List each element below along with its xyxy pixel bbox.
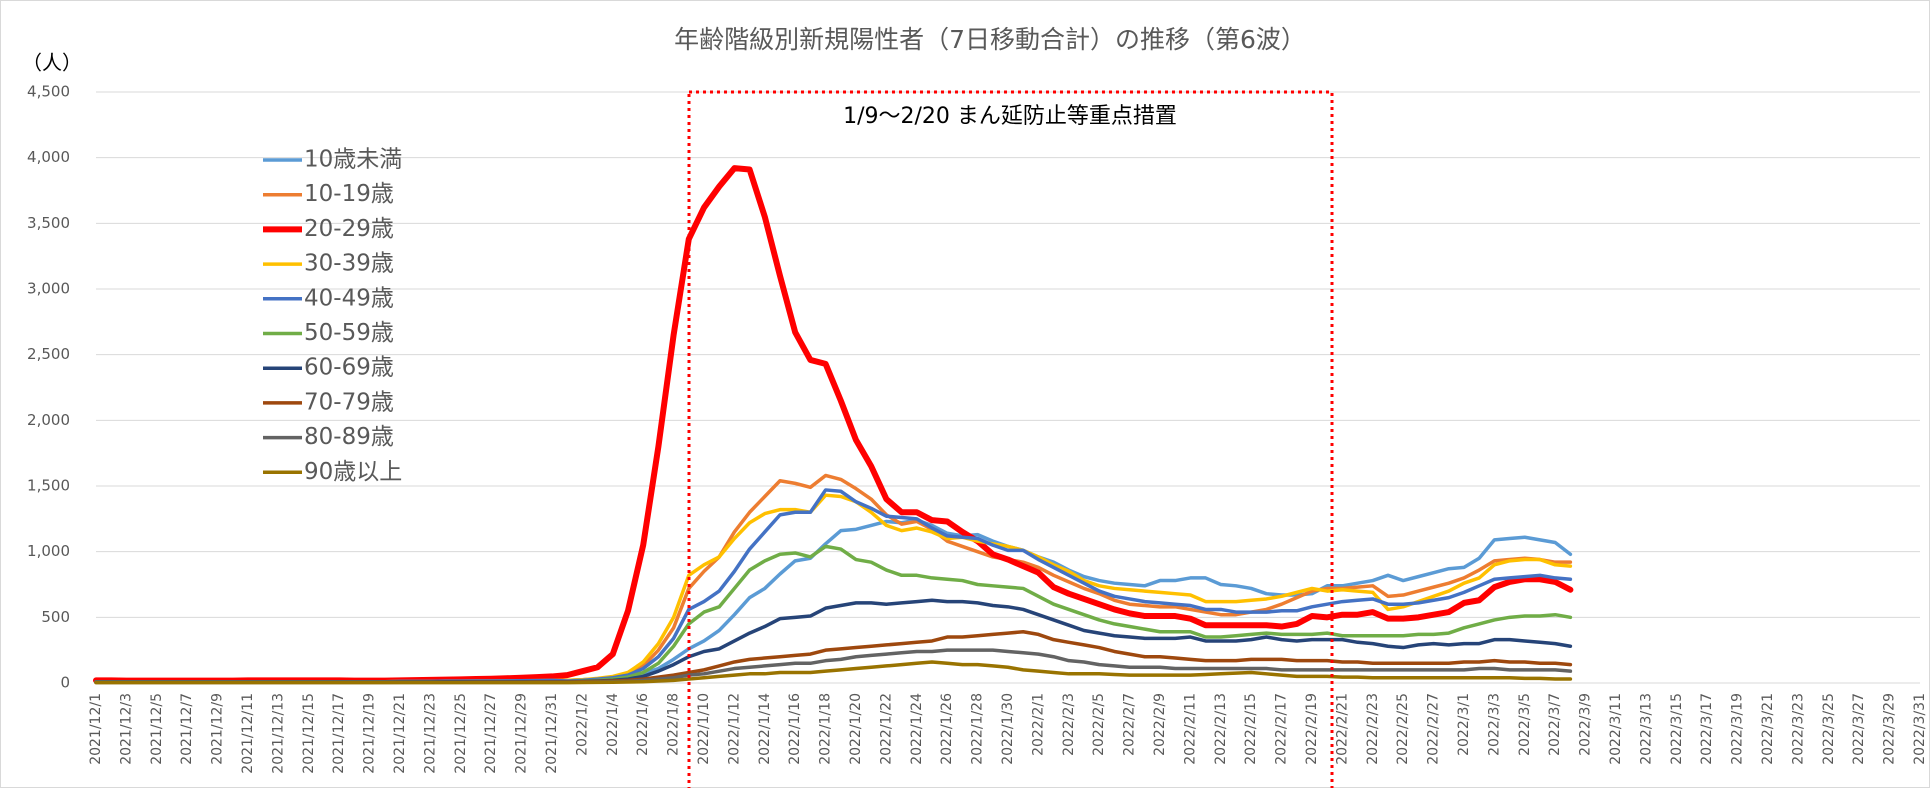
legend-label: 40-49歳: [304, 285, 394, 311]
x-tick-label: 2022/3/29: [1882, 693, 1898, 765]
annotation: 1/9～2/20 まん延防止等重点措置: [843, 104, 1177, 129]
x-tick-label: 2022/2/5: [1091, 693, 1107, 756]
x-tick-label: 2022/3/25: [1821, 693, 1837, 765]
x-tick-label: 2021/12/29: [514, 693, 530, 774]
x-tick-label: 2021/12/5: [149, 693, 165, 765]
x-tick-label: 2022/2/25: [1395, 693, 1411, 765]
x-tick-label: 2021/12/25: [453, 693, 469, 774]
x-tick-label: 2022/1/4: [605, 693, 621, 756]
y-tick-label: 2,500: [27, 345, 70, 363]
x-tick-label: 2022/3/23: [1790, 693, 1806, 765]
x-tick-label: 2022/2/1: [1030, 693, 1046, 756]
y-tick-label: 2,000: [27, 411, 70, 429]
x-tick-label: 2021/12/15: [301, 693, 317, 774]
x-tick-label: 2022/1/30: [1000, 693, 1016, 765]
x-tick-label: 2022/2/3: [1061, 693, 1077, 756]
x-tick-label: 2022/1/24: [909, 693, 925, 765]
x-tick-label: 2022/2/11: [1182, 693, 1198, 765]
x-tick-label: 2022/1/18: [818, 693, 834, 765]
x-tick-label: 2022/3/27: [1851, 693, 1867, 765]
y-tick-label: 4,500: [27, 83, 70, 101]
x-tick-label: 2022/1/12: [726, 693, 742, 765]
x-tick-label: 2021/12/7: [179, 693, 195, 765]
y-tick-label: 500: [41, 608, 70, 626]
x-tick-label: 2022/3/31: [1912, 693, 1928, 765]
x-tick-label: 2022/3/19: [1730, 693, 1746, 765]
x-tick-label: 2022/3/17: [1699, 693, 1715, 765]
series-line: [94, 660, 1573, 685]
x-tick-label: 2022/3/9: [1578, 693, 1594, 756]
x-tick-label: 2022/1/22: [878, 693, 894, 765]
x-tick-label: 2021/12/17: [331, 693, 347, 774]
x-tick-label: 2022/2/7: [1122, 693, 1138, 756]
x-tick-label: 2022/2/9: [1152, 693, 1168, 756]
legend-label: 80-89歳: [304, 424, 394, 450]
x-tick-label: 2022/3/7: [1547, 693, 1563, 756]
x-tick-label: 2022/1/2: [574, 693, 590, 756]
x-tick-label: 2022/1/20: [848, 693, 864, 765]
x-tick-label: 2022/1/16: [787, 693, 803, 765]
x-tick-label: 2022/3/3: [1486, 693, 1502, 756]
y-tick-label: 3,500: [27, 214, 70, 232]
y-tick-label: 4,000: [27, 148, 70, 166]
x-tick-label: 2022/3/5: [1517, 693, 1533, 756]
x-tick-label: 2022/3/21: [1760, 693, 1776, 765]
x-tick-label: 2021/12/1: [88, 693, 104, 765]
x-tick-label: 2021/12/3: [118, 693, 134, 765]
legend-label: 50-59歳: [304, 320, 394, 346]
chart-title: 年齢階級別新規陽性者（7日移動合計）の推移（第6波）: [674, 25, 1306, 54]
x-tick-label: 2022/3/1: [1456, 693, 1472, 756]
x-tick-label: 2022/1/26: [939, 693, 955, 765]
x-tick-label: 2022/2/13: [1213, 693, 1229, 765]
x-tick-label: 2021/12/27: [483, 693, 499, 774]
x-tick-label: 2022/2/21: [1334, 693, 1350, 765]
y-tick-label: 1,000: [27, 542, 70, 560]
x-tick-label: 2022/1/8: [666, 693, 682, 756]
legend-label: 20-29歳: [304, 216, 394, 242]
y-axis-label: （人）: [22, 51, 82, 75]
x-tick-label: 2021/12/19: [362, 693, 378, 774]
x-tick-label: 2021/12/21: [392, 693, 408, 774]
x-tick-label: 2021/12/9: [210, 693, 226, 765]
x-tick-label: 2022/1/14: [757, 693, 773, 765]
x-tick-label: 2022/1/6: [635, 693, 651, 756]
legend-label: 70-79歳: [304, 389, 394, 415]
x-tick-label: 2022/1/10: [696, 693, 712, 765]
y-tick-label: 0: [60, 674, 70, 692]
legend-label: 90歳以上: [304, 459, 402, 485]
legend-label: 10-19歳: [304, 181, 394, 207]
x-tick-label: 2022/2/19: [1304, 693, 1320, 765]
x-tick-label: 2022/3/11: [1608, 693, 1624, 765]
x-tick-label: 2022/3/13: [1638, 693, 1654, 765]
x-tick-label: 2022/2/23: [1365, 693, 1381, 765]
x-tick-label: 2021/12/11: [240, 693, 256, 774]
legend-label: 30-39歳: [304, 251, 394, 277]
legend-label: 60-69歳: [304, 355, 394, 381]
legend-label: 10歳未満: [304, 147, 402, 173]
x-tick-label: 2021/12/31: [544, 693, 560, 774]
x-tick-label: 2021/12/13: [270, 693, 286, 774]
x-tick-label: 2022/3/15: [1669, 693, 1685, 765]
x-tick-label: 2021/12/23: [422, 693, 438, 774]
x-tick-label: 2022/1/28: [970, 693, 986, 765]
y-tick-label: 1,500: [27, 477, 70, 495]
x-tick-label: 2022/2/27: [1426, 693, 1442, 765]
y-tick-label: 3,000: [27, 280, 70, 298]
x-tick-label: 2022/2/15: [1243, 693, 1259, 765]
x-tick-label: 2022/2/17: [1274, 693, 1290, 765]
